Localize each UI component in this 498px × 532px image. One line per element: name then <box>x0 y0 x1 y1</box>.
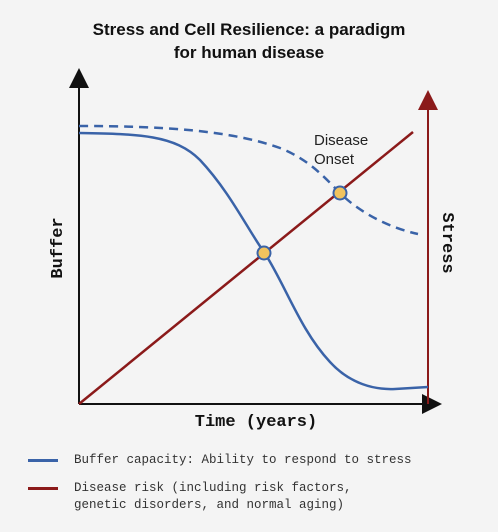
legend-item-risk: Disease risk (including risk factors, ge… <box>28 480 352 514</box>
legend-text-buffer: Buffer capacity: Ability to respond to s… <box>74 453 412 467</box>
disease-onset-label-line-1: Disease <box>314 132 368 149</box>
title-line-1: Stress and Cell Resilience: a paradigm <box>92 20 406 39</box>
legend-text-risk-line-2: genetic disorders, and normal aging) <box>74 498 345 512</box>
y-axis-right-label: Stress <box>437 212 456 273</box>
title-line-2: for human disease <box>173 43 325 62</box>
intersection-point-buffer <box>256 245 272 261</box>
x-axis-label: Time (years) <box>195 413 317 432</box>
disease-risk-line <box>78 131 414 405</box>
intersection-point-disease-onset <box>332 185 348 201</box>
legend-item-buffer: Buffer capacity: Ability to respond to s… <box>28 452 412 469</box>
buffer-capacity-dashed-curve <box>78 124 419 236</box>
y-axis-left-label: Buffer <box>49 217 68 278</box>
legend-swatch-risk <box>28 487 58 490</box>
legend-swatch-buffer <box>28 459 58 462</box>
legend-text-risk-line-1: Disease risk (including risk factors, <box>74 481 352 495</box>
diagram-title: Stress and Cell Resilience: a paradigm f… <box>0 18 498 64</box>
disease-onset-label-line-2: Onset <box>314 151 355 168</box>
